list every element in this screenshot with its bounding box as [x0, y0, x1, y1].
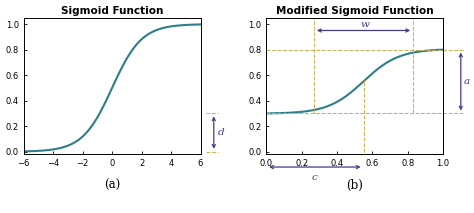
Text: w: w	[361, 20, 370, 29]
Text: (b): (b)	[346, 179, 363, 192]
Text: a: a	[464, 77, 470, 86]
Text: d: d	[218, 128, 224, 137]
Text: c: c	[312, 173, 318, 182]
Text: (a): (a)	[104, 179, 120, 192]
Title: Sigmoid Function: Sigmoid Function	[61, 6, 163, 16]
Title: Modified Sigmoid Function: Modified Sigmoid Function	[276, 6, 434, 16]
